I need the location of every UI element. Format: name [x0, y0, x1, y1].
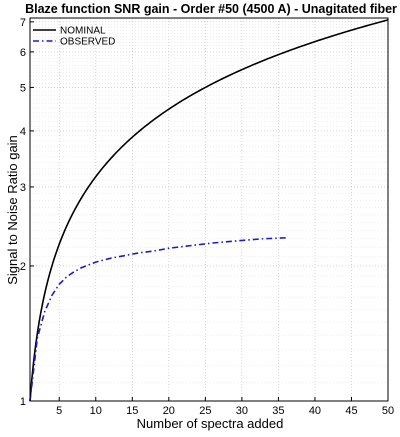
x-tick-label: 35: [272, 405, 284, 417]
x-tick-label: 50: [382, 405, 394, 417]
x-tick-label: 25: [199, 405, 211, 417]
y-axis-label: Signal to Noise Ratio gain: [5, 135, 20, 285]
legend-label-observed: OBSERVED: [60, 37, 115, 48]
x-tick-label: 40: [309, 405, 321, 417]
x-tick-label: 30: [236, 405, 248, 417]
plot-frame: [29, 17, 389, 402]
y-axis: 1 2 3 4 5 6 7: [20, 17, 34, 408]
series-line-nominal: [29, 19, 389, 402]
legend-label-nominal: NOMINAL: [60, 26, 106, 37]
series-layer: [29, 19, 389, 402]
y-tick-label: 3: [20, 182, 26, 194]
grid: [30, 18, 389, 402]
y-tick-label: 7: [20, 17, 26, 29]
y-tick-label: 1: [20, 396, 26, 408]
x-tick-label: 5: [56, 405, 62, 417]
x-tick-label: 20: [163, 405, 175, 417]
x-tick-label: 15: [126, 405, 138, 417]
y-tick-label: 6: [20, 47, 26, 59]
chart-title: Blaze function SNR gain - Order #50 (450…: [25, 2, 397, 16]
y-tick-label: 5: [20, 82, 26, 94]
y-tick-label: 2: [20, 261, 26, 273]
x-tick-label: 10: [90, 405, 102, 417]
x-tick-label: 45: [345, 405, 357, 417]
x-axis: 5 10 15 20 25 30 35 40 45 50: [56, 397, 394, 417]
series-line-observed: [29, 237, 286, 402]
x-axis-label: Number of spectra added: [137, 416, 284, 431]
y-tick-label: 4: [20, 126, 26, 138]
